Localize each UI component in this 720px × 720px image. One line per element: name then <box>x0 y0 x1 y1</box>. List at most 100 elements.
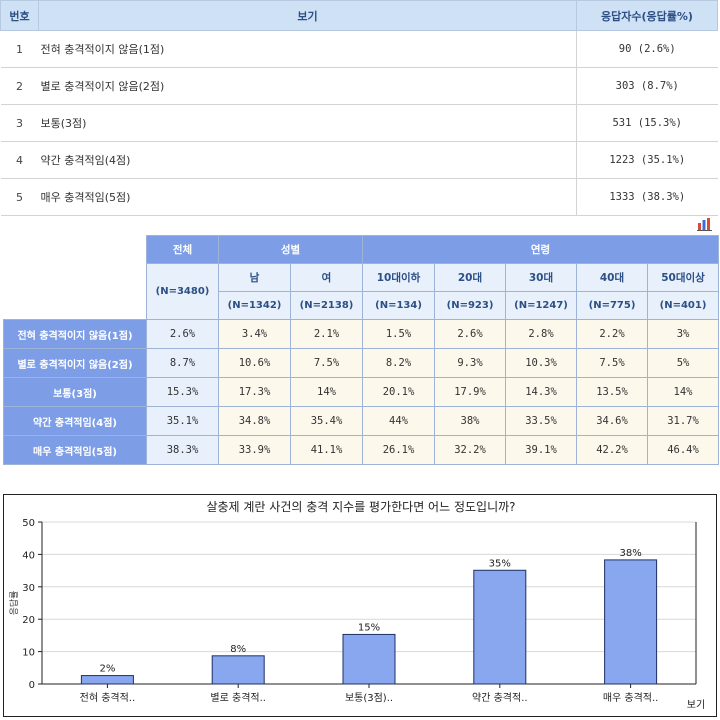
bar-chart-icon[interactable] <box>697 218 712 231</box>
crosstab-cell: 26.1% <box>362 435 436 465</box>
crosstab-cell: 32.2% <box>434 435 507 465</box>
y-tick-label: 30 <box>22 583 35 594</box>
crosstab-cell: 7.5% <box>289 348 364 378</box>
crosstab-cell: 3% <box>647 319 720 349</box>
crosstab-col-label: 10대이하 <box>362 263 436 292</box>
bar <box>342 633 396 685</box>
response-row: 5 매우 충격적임(5점) 1333 (38.3%) <box>0 178 718 216</box>
crosstab-cell: 33.5% <box>505 406 578 436</box>
crosstab-col-n: (N=923) <box>434 291 507 320</box>
response-number: 1 <box>0 30 39 68</box>
crosstab-cell: 13.5% <box>576 377 649 407</box>
bar-data-label: 38% <box>619 548 641 559</box>
crosstab-total-cell: 8.7% <box>146 348 219 378</box>
crosstab-row: 매우 충격적임(5점) 38.3% 33.9% 41.1% 26.1% 32.2% 39.1… <box>3 435 720 465</box>
chart-panel: 살충제 계란 사건의 충격 지수를 평가한다면 어느 정도입니까? 0 10 20 3… <box>3 494 717 717</box>
crosstab-row-label: 별로 충격적이지 않음(2점) <box>3 348 147 378</box>
crosstab-total-cell: 15.3% <box>146 377 219 407</box>
crosstab-cell: 2.6% <box>434 319 507 349</box>
crosstab-cell: 14.3% <box>505 377 578 407</box>
crosstab-corner <box>3 235 147 320</box>
x-tick-label: 별로 충격적.. <box>210 691 266 704</box>
crosstab-cell: 2.2% <box>576 319 649 349</box>
response-row: 2 별로 충격적이지 않음(2점) 303 (8.7%) <box>0 67 718 105</box>
crosstab-col-label: 20대 <box>434 263 507 292</box>
response-row: 4 약간 충격적임(4점) 1223 (35.1%) <box>0 141 718 179</box>
response-table-header: 번호 보기 응답자수(응답률%) <box>0 0 718 31</box>
y-tick-label: 40 <box>22 550 35 561</box>
crosstab-cell: 44% <box>362 406 436 436</box>
crosstab-cell: 10.3% <box>505 348 578 378</box>
x-tick-label: 전혀 충격적.. <box>80 691 136 704</box>
crosstab-cell: 5% <box>647 348 720 378</box>
crosstab-cell: 10.6% <box>218 348 291 378</box>
crosstab-cell: 39.1% <box>505 435 578 465</box>
bar <box>80 675 134 685</box>
crosstab-gender-header: 성별 <box>217 235 364 264</box>
response-option: 별로 충격적이지 않음(2점) <box>38 67 577 105</box>
y-tick-label: 0 <box>29 680 35 691</box>
bar <box>473 569 527 685</box>
crosstab-cell: 8.2% <box>362 348 436 378</box>
crosstab-cell: 20.1% <box>362 377 436 407</box>
crosstab-row: 별로 충격적이지 않음(2점) 8.7% 10.6% 7.5% 8.2% 9.3% 10.3… <box>3 348 720 378</box>
response-count: 90 (2.6%) <box>576 30 718 68</box>
response-option: 전혀 충격적이지 않음(1점) <box>38 30 577 68</box>
crosstab-age-header: 연령 <box>362 235 720 264</box>
response-count: 1333 (38.3%) <box>576 178 718 216</box>
crosstab-col-label: 30대 <box>505 263 578 292</box>
bar <box>604 559 658 685</box>
bar-data-label: 8% <box>230 644 246 655</box>
crosstab-col-n: (N=1342) <box>218 291 291 320</box>
crosstab-cell: 35.4% <box>289 406 364 436</box>
response-number: 3 <box>0 104 39 142</box>
crosstab-total-cell: 35.1% <box>146 406 219 436</box>
crosstab-cell: 46.4% <box>647 435 720 465</box>
x-tick-label: 보통(3점).. <box>345 692 393 704</box>
response-table: 번호 보기 응답자수(응답률%) 1 전혀 충격적이지 않음(1점) 90 (2.6… <box>0 0 718 216</box>
x-tick-label: 약간 충격적.. <box>472 691 528 704</box>
col-header-count: 응답자수(응답률%) <box>576 0 718 31</box>
crosstab-row: 전혀 충격적이지 않음(1점) 2.6% 3.4% 2.1% 1.5% 2.6% 2.8% 2… <box>3 319 720 349</box>
crosstab-col-label: 40대 <box>576 263 649 292</box>
crosstab-cell: 3.4% <box>218 319 291 349</box>
bar-chart: 0 10 20 30 40 50 응답률 2% 전혀 충격적.. 8% 별로 충격적.. 15% 보통(… <box>8 518 705 711</box>
crosstab-cell: 34.8% <box>218 406 291 436</box>
crosstab-cell: 14% <box>289 377 364 407</box>
crosstab-row: 보통(3점) 15.3% 17.3% 14% 20.1% 17.9% 14.3% 13.5% 1… <box>3 377 720 407</box>
bar-data-label: 15% <box>358 622 380 633</box>
crosstab-cell: 2.1% <box>289 319 364 349</box>
crosstab-row-label: 전혀 충격적이지 않음(1점) <box>3 319 147 349</box>
crosstab-row-label: 매우 충격적임(5점) <box>3 435 147 465</box>
x-tick-label: 매우 충격적.. <box>603 691 659 704</box>
crosstab-cell: 7.5% <box>576 348 649 378</box>
response-count: 1223 (35.1%) <box>576 141 718 179</box>
crosstab-table: 전체 성별 연령 (N=3480) 남 여 10대이하 20대 30대 40대 50대이상 … <box>3 235 720 465</box>
y-tick-label: 20 <box>22 615 35 626</box>
crosstab-cell: 17.3% <box>218 377 291 407</box>
crosstab-col-n: (N=775) <box>576 291 649 320</box>
crosstab-col-label: 여 <box>289 263 364 292</box>
col-header-option: 보기 <box>38 0 577 31</box>
response-number: 2 <box>0 67 39 105</box>
response-count: 303 (8.7%) <box>576 67 718 105</box>
crosstab-total-cell: 2.6% <box>146 319 219 349</box>
response-number: 4 <box>0 141 39 179</box>
crosstab-cell: 38% <box>434 406 507 436</box>
crosstab-cell: 14% <box>647 377 720 407</box>
crosstab-col-n: (N=401) <box>647 291 720 320</box>
response-option: 매우 충격적임(5점) <box>38 178 577 216</box>
crosstab-col-n: (N=2138) <box>289 291 364 320</box>
response-number: 5 <box>0 178 39 216</box>
crosstab-cell: 31.7% <box>647 406 720 436</box>
crosstab-total-cell: 38.3% <box>146 435 219 465</box>
response-count: 531 (15.3%) <box>576 104 718 142</box>
crosstab-row: 약간 충격적임(4점) 35.1% 34.8% 35.4% 44% 38% 33.5% 34.… <box>3 406 720 436</box>
crosstab-col-n: (N=1247) <box>505 291 578 320</box>
crosstab-cell: 33.9% <box>218 435 291 465</box>
crosstab-total-n: (N=3480) <box>146 263 219 320</box>
bar-data-label: 35% <box>489 558 511 569</box>
y-tick-label: 50 <box>22 518 35 529</box>
response-option: 약간 충격적임(4점) <box>38 141 577 179</box>
crosstab-total-header: 전체 <box>146 235 219 264</box>
